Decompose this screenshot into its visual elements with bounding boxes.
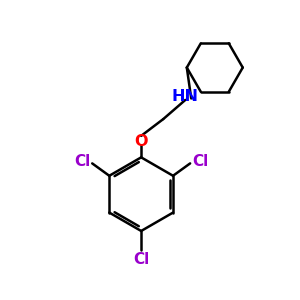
Text: HN: HN	[172, 89, 199, 104]
Text: Cl: Cl	[133, 253, 149, 268]
Text: O: O	[134, 134, 148, 149]
Text: Cl: Cl	[192, 154, 208, 169]
Text: Cl: Cl	[74, 154, 90, 169]
